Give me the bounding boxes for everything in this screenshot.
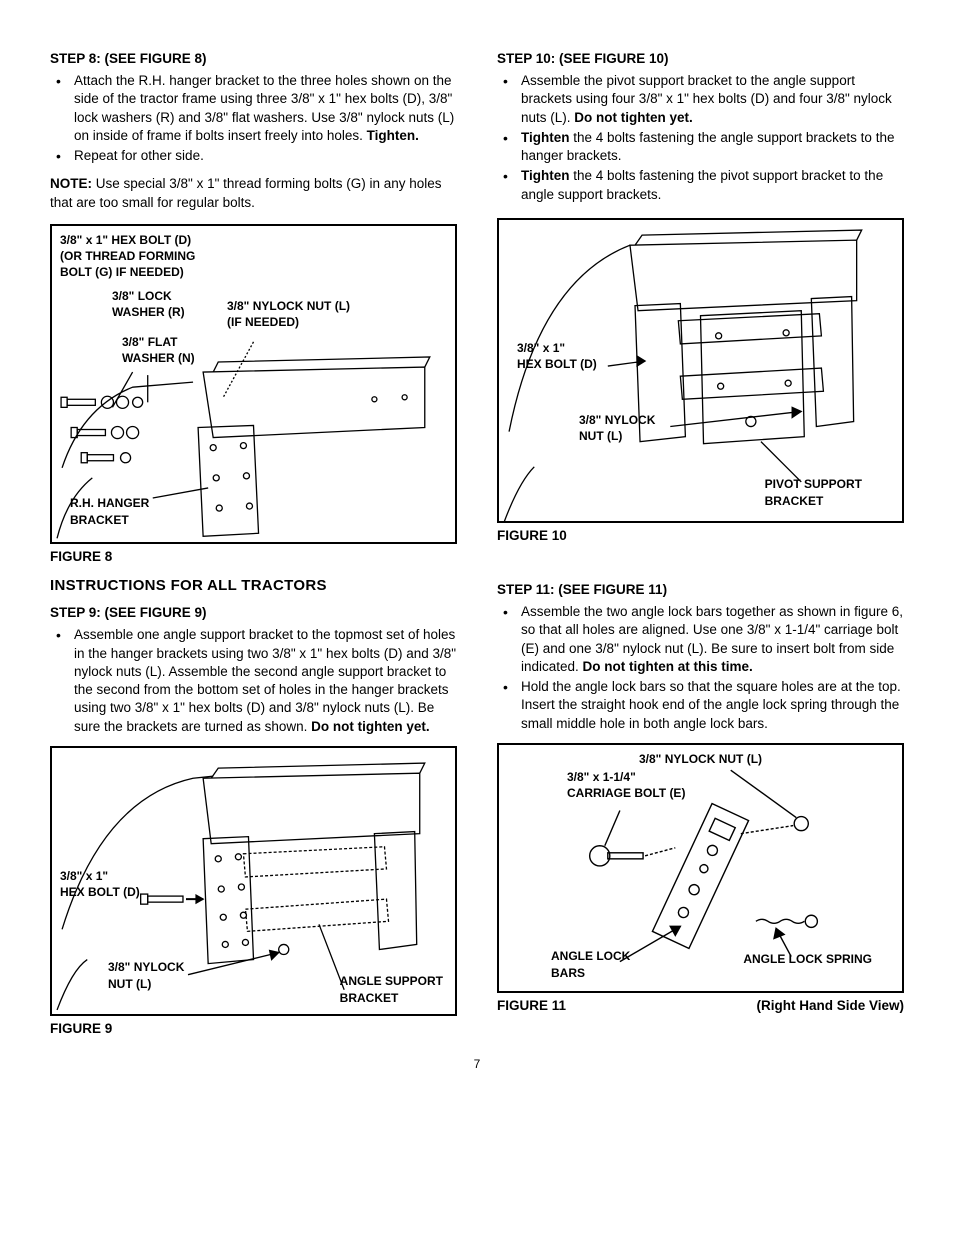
step11-bullet-2: Hold the angle lock bars so that the squ… [521,678,904,733]
step10-bullet-2: Tighten the 4 bolts fastening the angle … [521,129,904,165]
figure-9-box: 3/8" x 1" HEX BOLT (D) 3/8" NYLOCK NUT (… [50,746,457,1016]
step11-heading: STEP 11: (SEE FIGURE 11) [497,581,904,599]
step9-bullets: Assemble one angle support bracket to th… [50,626,457,735]
step8-note: NOTE: Use special 3/8" x 1" thread formi… [50,175,457,211]
figure-8-caption: FIGURE 8 [50,548,457,566]
page-content: STEP 8: (SEE FIGURE 8) Attach the R.H. h… [50,50,904,1048]
figure-11-subcaption: (Right Hand Side View) [756,997,904,1015]
figure-10-drawing [499,220,902,527]
figure-9-caption: FIGURE 9 [50,1020,457,1038]
step11-bullets: Assemble the two angle lock bars togethe… [497,603,904,733]
step10-heading: STEP 10: (SEE FIGURE 10) [497,50,904,68]
step10-bullets: Assemble the pivot support bracket to th… [497,72,904,204]
figure-11-drawing [499,745,902,997]
figure-11-caption: FIGURE 11 [497,998,566,1013]
step8-bullet-2: Repeat for other side. [74,147,457,165]
figure-9-drawing [52,748,455,1020]
left-column: STEP 8: (SEE FIGURE 8) Attach the R.H. h… [50,50,457,1048]
step8-bullet-1: Attach the R.H. hanger bracket to the th… [74,72,457,145]
step9-heading: STEP 9: (SEE FIGURE 9) [50,604,457,622]
step10-bullet-1: Assemble the pivot support bracket to th… [521,72,904,127]
figure-10-box: 3/8" x 1" HEX BOLT (D) 3/8" NYLOCK NUT (… [497,218,904,523]
step10-bullet-3: Tighten the 4 bolts fastening the pivot … [521,167,904,203]
figure-10-caption: FIGURE 10 [497,527,904,545]
step9-bullet: Assemble one angle support bracket to th… [74,626,457,735]
figure-11-box: 3/8" NYLOCK NUT (L) 3/8" x 1-1/4" CARRIA… [497,743,904,993]
figure-11-caption-row: FIGURE 11 (Right Hand Side View) [497,997,904,1015]
step8-bullets: Attach the R.H. hanger bracket to the th… [50,72,457,165]
figure-8-drawing [52,226,455,548]
section-heading-alltractors: INSTRUCTIONS FOR ALL TRACTORS [50,576,457,596]
page-number: 7 [50,1056,904,1072]
figure-8-box: 3/8" x 1" HEX BOLT (D) (OR THREAD FORMIN… [50,224,457,544]
right-column: STEP 10: (SEE FIGURE 10) Assemble the pi… [497,50,904,1048]
step8-heading: STEP 8: (SEE FIGURE 8) [50,50,457,68]
step11-bullet-1: Assemble the two angle lock bars togethe… [521,603,904,676]
